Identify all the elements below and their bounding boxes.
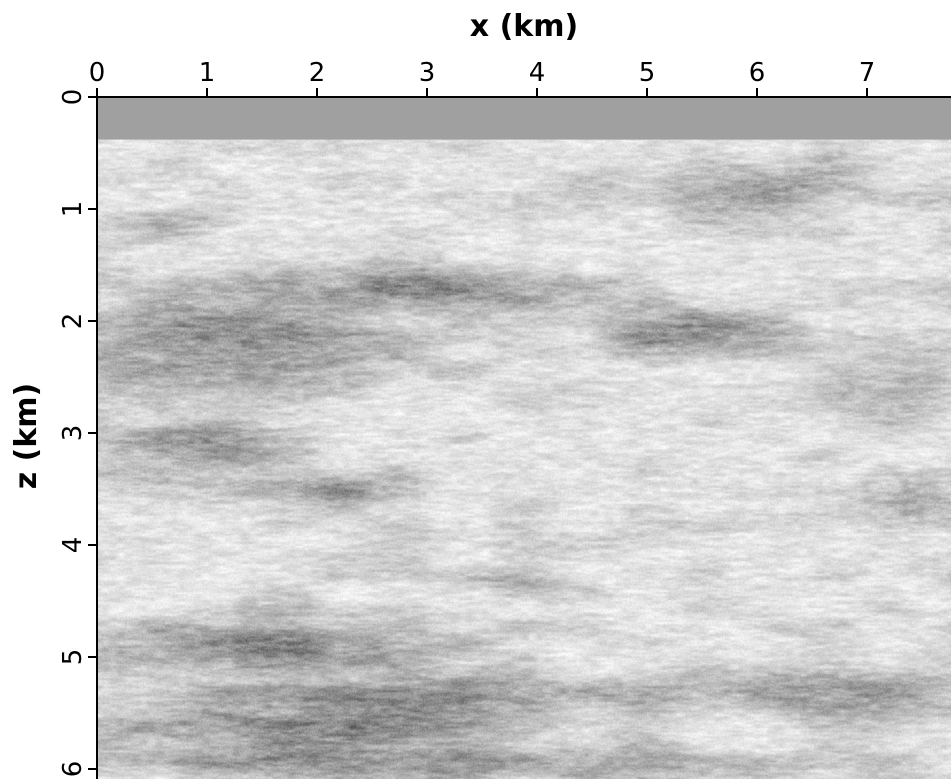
y-tick-label: 1 xyxy=(58,201,88,218)
y-tick-label: 0 xyxy=(58,89,88,106)
x-tick-label: 4 xyxy=(529,58,546,88)
x-tick-label: 1 xyxy=(199,58,216,88)
x-tick-label: 0 xyxy=(89,58,106,88)
x-axis-ticks: 0 1 2 3 4 5 6 7 xyxy=(89,58,876,97)
x-tick-label: 7 xyxy=(859,58,876,88)
plot-area xyxy=(97,97,951,779)
x-tick-label: 3 xyxy=(419,58,436,88)
y-tick-label: 4 xyxy=(58,537,88,554)
y-tick-label: 6 xyxy=(58,761,88,778)
x-tick-label: 5 xyxy=(639,58,656,88)
y-tick-label: 2 xyxy=(58,313,88,330)
x-tick-label: 6 xyxy=(749,58,766,88)
masked-water-band xyxy=(97,97,951,140)
x-tick-label: 2 xyxy=(309,58,326,88)
x-axis-label: x (km) xyxy=(470,9,578,44)
y-axis-ticks: 0 1 2 3 4 5 6 xyxy=(58,89,97,778)
y-tick-label: 3 xyxy=(58,425,88,442)
y-axis-label: z (km) xyxy=(9,383,44,490)
seismic-raster-image xyxy=(97,97,951,779)
y-tick-label: 5 xyxy=(58,649,88,666)
